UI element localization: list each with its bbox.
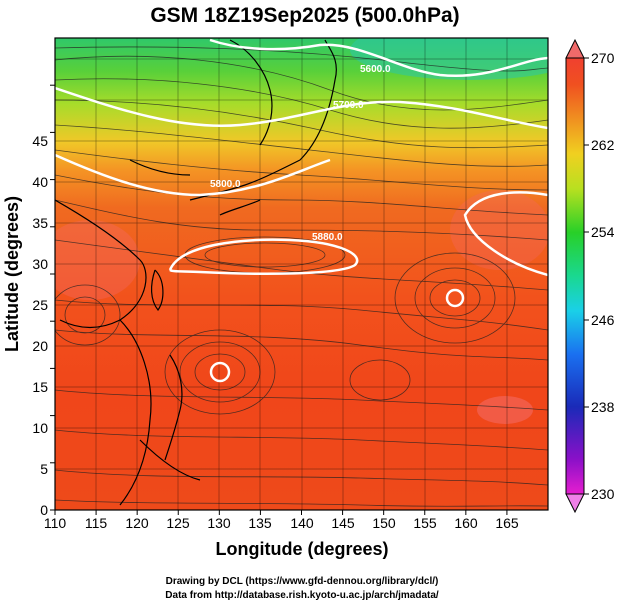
colorbar-tick-label: 262 [591,137,615,153]
contour-5880-east [463,191,548,277]
x-tick-label: 145 [331,515,355,531]
x-tick-label: 150 [372,515,396,531]
map-title: GSM 18Z19Sep2025 (500.0hPa) [150,4,459,27]
x-tick-label: 110 [44,515,67,531]
contour-label-5600: 5600.0 [360,64,391,75]
y-tick-label: 10 [32,420,48,436]
contour-5600 [209,38,548,78]
contour-5800 [55,153,331,197]
x-tick-marks [54,510,508,515]
y-tick-marks [50,84,55,511]
warm-region-southwest [55,220,140,300]
y-tick-label: 45 [32,133,48,149]
contour-label-5700: 5700.0 [333,100,364,111]
contour-5700 [55,86,548,130]
y-tick-label: 15 [32,379,48,395]
colorbar-tick-label: 270 [591,50,615,66]
x-tick-label: 160 [454,515,478,531]
colorbar-tick-label: 246 [591,312,615,328]
warm-spot-southeast [477,396,533,424]
x-tick-label: 130 [207,515,231,531]
colorbar-top-arrow [565,38,585,59]
y-tick-label: 30 [32,256,48,272]
x-tick-label: 120 [125,515,149,531]
y-tick-label: 25 [32,297,48,313]
colorbar-gradient [565,57,585,495]
colorbar: 270 262 254 246 238 230 [565,38,615,514]
height-contours [55,38,548,383]
grid [55,38,548,510]
credit-drawing: Drawing by DCL (https://www.gfd-dennou.o… [166,576,439,587]
credit-data-source: Data from http://database.rish.kyoto-u.a… [165,590,439,601]
x-tick-label: 140 [290,515,314,531]
x-tick-label: 165 [495,515,519,531]
y-axis-title: Latitude (degrees) [2,196,22,352]
y-tick-labels: 0 5 10 15 20 25 30 35 40 45 [32,133,48,518]
x-tick-label: 155 [413,515,437,531]
y-tick-label: 0 [40,502,48,518]
warm-region-east [450,190,548,270]
contour-label-5800: 5800.0 [210,179,241,190]
contour-5880-east-typhoon [445,288,465,308]
x-tick-labels: 110 115 120 125 130 135 140 145 150 155 … [44,515,519,531]
y-tick-label: 20 [32,338,48,354]
x-axis-title: Longitude (degrees) [215,539,388,559]
contour-5880-west-typhoon [209,361,231,383]
contour-label-5880: 5880.0 [312,232,343,243]
x-tick-label: 125 [166,515,190,531]
y-tick-label: 40 [32,174,48,190]
colorbar-bottom-arrow [565,493,585,514]
colorbar-tick-label: 254 [591,224,615,240]
colorbar-tick-label: 238 [591,399,615,415]
y-tick-label: 35 [32,215,48,231]
coastlines [55,39,337,506]
contour-5880-north-pacific [168,238,359,275]
x-tick-label: 115 [85,515,108,531]
y-tick-label: 5 [40,461,48,477]
x-tick-label: 135 [248,515,272,531]
colorbar-tick-label: 230 [591,486,615,502]
